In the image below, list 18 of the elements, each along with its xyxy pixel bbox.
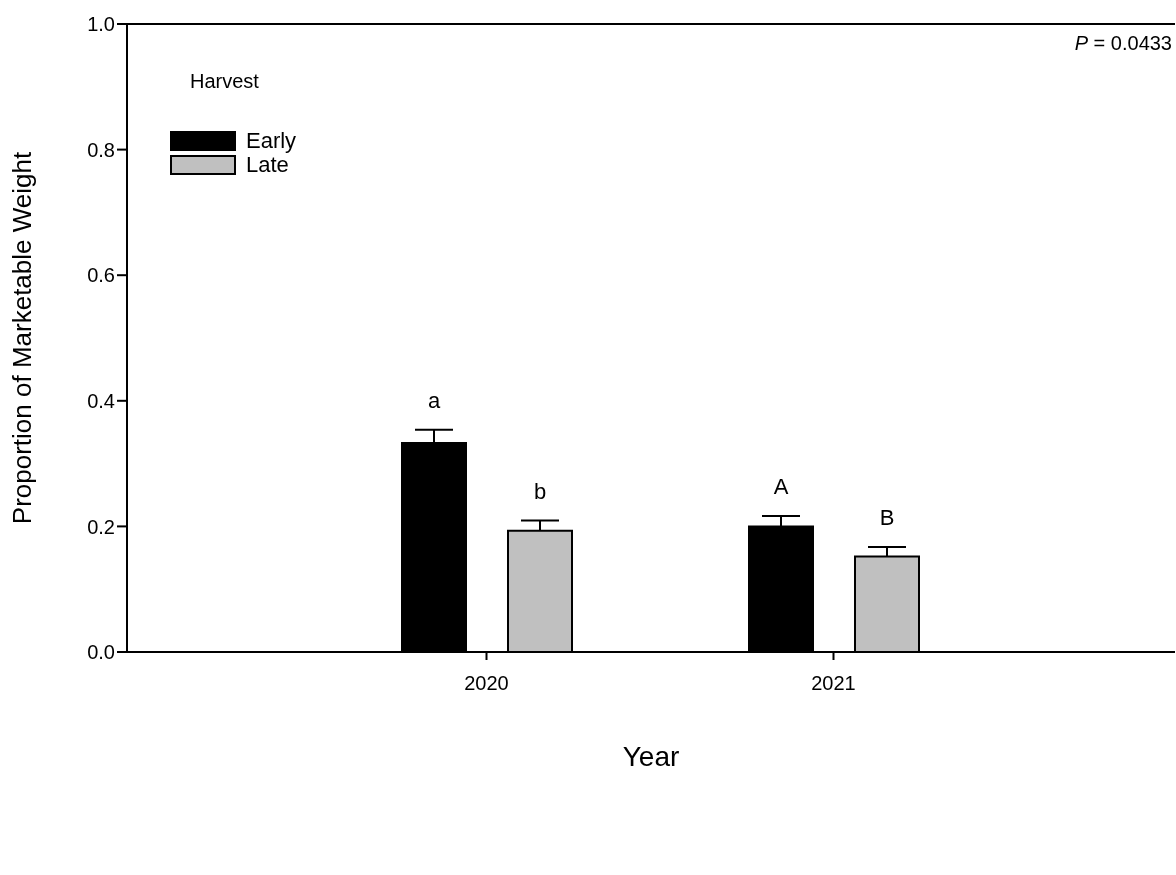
y-tick-label: 0.8 xyxy=(87,138,115,161)
data-label: a xyxy=(427,387,441,413)
x-tick-label: 2020 xyxy=(464,672,509,695)
data-label: B xyxy=(879,504,895,530)
y-tick-label: 0.4 xyxy=(87,389,115,412)
legend-title: Harvest xyxy=(190,70,260,93)
legend-label: Early xyxy=(246,128,297,154)
y-tick-label: 1.0 xyxy=(87,13,115,36)
y-axis-title: Proportion of Marketable Weight xyxy=(7,151,38,525)
annotation: P = 0.0433 xyxy=(1074,32,1172,54)
y-tick-label: 0.0 xyxy=(87,641,115,664)
data-label: b xyxy=(533,478,547,504)
data-label: A xyxy=(773,474,789,500)
y-tick-label: 0.2 xyxy=(87,515,115,538)
legend-label: Late xyxy=(246,152,289,178)
y-tick-label: 0.6 xyxy=(87,264,115,287)
x-tick-label: 2021 xyxy=(811,672,856,695)
x-axis-title: Year xyxy=(622,741,680,772)
